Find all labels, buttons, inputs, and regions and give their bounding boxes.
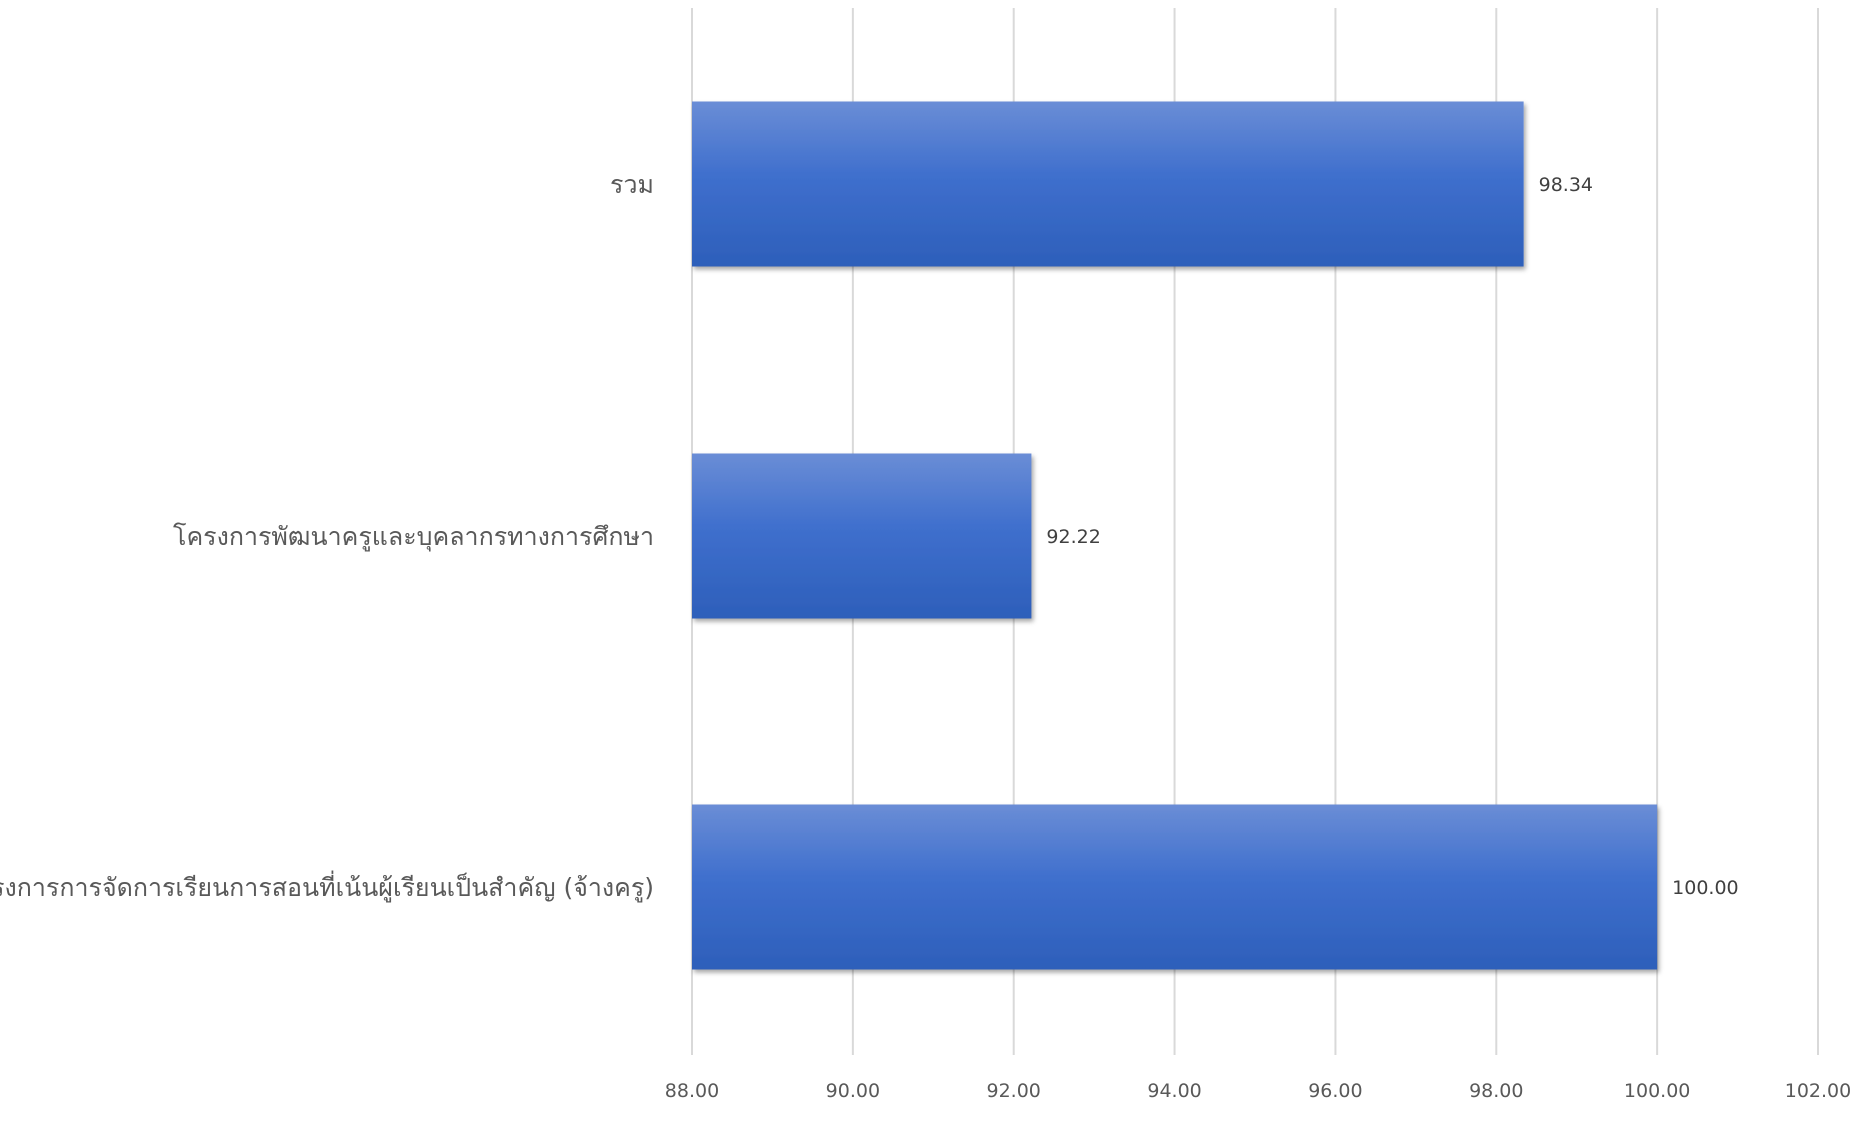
data-label: 98.34: [1539, 174, 1593, 196]
x-tick-label: 102.00: [1785, 1080, 1851, 1102]
bars: [692, 101, 1658, 970]
x-tick-label: 90.00: [826, 1080, 880, 1102]
category-label: โครงการพัฒนาครูและบุคลากรทางการศึกษา: [173, 522, 654, 552]
bar: [692, 101, 1524, 267]
x-tick-label: 94.00: [1147, 1080, 1201, 1102]
labels: 88.00 90.00 92.00 94.00 96.00 98.00 100.00 102.…: [0, 170, 1851, 1102]
bar: [692, 453, 1032, 619]
data-label: 92.22: [1046, 526, 1100, 548]
x-tick-label: 88.00: [665, 1080, 719, 1102]
category-label: รวม: [610, 170, 654, 199]
x-tick-label: 100.00: [1624, 1080, 1690, 1102]
x-tick-label: 96.00: [1308, 1080, 1362, 1102]
x-tick-label: 92.00: [987, 1080, 1041, 1102]
x-tick-label: 98.00: [1469, 1080, 1523, 1102]
bar: [692, 804, 1658, 970]
data-label: 100.00: [1672, 877, 1738, 899]
category-label: โครงการการจัดการเรียนการสอนที่เน้นผู้เรี…: [0, 870, 654, 903]
